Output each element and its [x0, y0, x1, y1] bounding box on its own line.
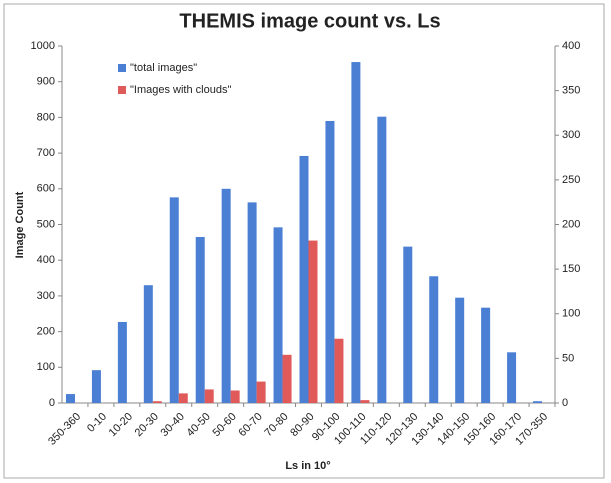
bar — [377, 116, 387, 403]
bar — [533, 401, 543, 403]
bar — [360, 400, 370, 403]
y2-tick-label: 150 — [562, 263, 580, 275]
bar — [334, 338, 344, 403]
legend-swatch — [118, 64, 126, 72]
y-tick-label: 700 — [37, 147, 55, 159]
legend-swatch — [118, 86, 126, 94]
y2-tick-label: 350 — [562, 85, 580, 97]
bar — [282, 354, 292, 403]
y-tick-label: 1000 — [31, 40, 55, 52]
chart-title: THEMIS image count vs. Ls — [179, 10, 440, 32]
y-tick-label: 400 — [37, 254, 55, 266]
legend-label: "Images with clouds" — [130, 84, 231, 96]
bar — [204, 389, 214, 403]
y2-tick-label: 100 — [562, 308, 580, 320]
y-tick-label: 200 — [37, 326, 55, 338]
bar — [178, 393, 188, 403]
bar — [247, 202, 257, 403]
legend-label: "total images" — [130, 62, 197, 74]
bar — [299, 155, 309, 403]
bar — [65, 394, 75, 403]
y2-tick-label: 200 — [562, 218, 580, 230]
bar — [195, 236, 205, 403]
bar — [117, 321, 127, 403]
bar — [256, 381, 266, 403]
bar — [152, 401, 162, 403]
y-tick-label: 800 — [37, 111, 55, 123]
bar — [308, 240, 318, 403]
bar — [351, 62, 361, 403]
y2-tick-label: 50 — [562, 352, 574, 364]
bar — [325, 120, 335, 403]
bar — [169, 197, 179, 403]
bar — [91, 370, 101, 403]
y-tick-label: 0 — [49, 397, 55, 409]
y-tick-label: 600 — [37, 183, 55, 195]
y-tick-label: 300 — [37, 290, 55, 302]
y-tick-label: 900 — [37, 76, 55, 88]
y2-tick-label: 250 — [562, 174, 580, 186]
bar — [481, 307, 491, 403]
y2-tick-label: 400 — [562, 40, 580, 52]
bar — [403, 246, 413, 403]
bar — [230, 390, 240, 403]
y-axis-title: Image Count — [14, 191, 26, 258]
y2-tick-label: 300 — [562, 129, 580, 141]
bar — [273, 227, 283, 403]
x-axis-title: Ls in 10° — [285, 460, 330, 472]
bar — [507, 352, 517, 403]
bar — [455, 297, 465, 403]
bar — [221, 188, 231, 403]
bar — [429, 276, 439, 403]
y-tick-label: 500 — [37, 218, 55, 230]
y-tick-label: 100 — [37, 361, 55, 373]
bar — [143, 285, 153, 403]
y2-tick-label: 0 — [562, 397, 568, 409]
